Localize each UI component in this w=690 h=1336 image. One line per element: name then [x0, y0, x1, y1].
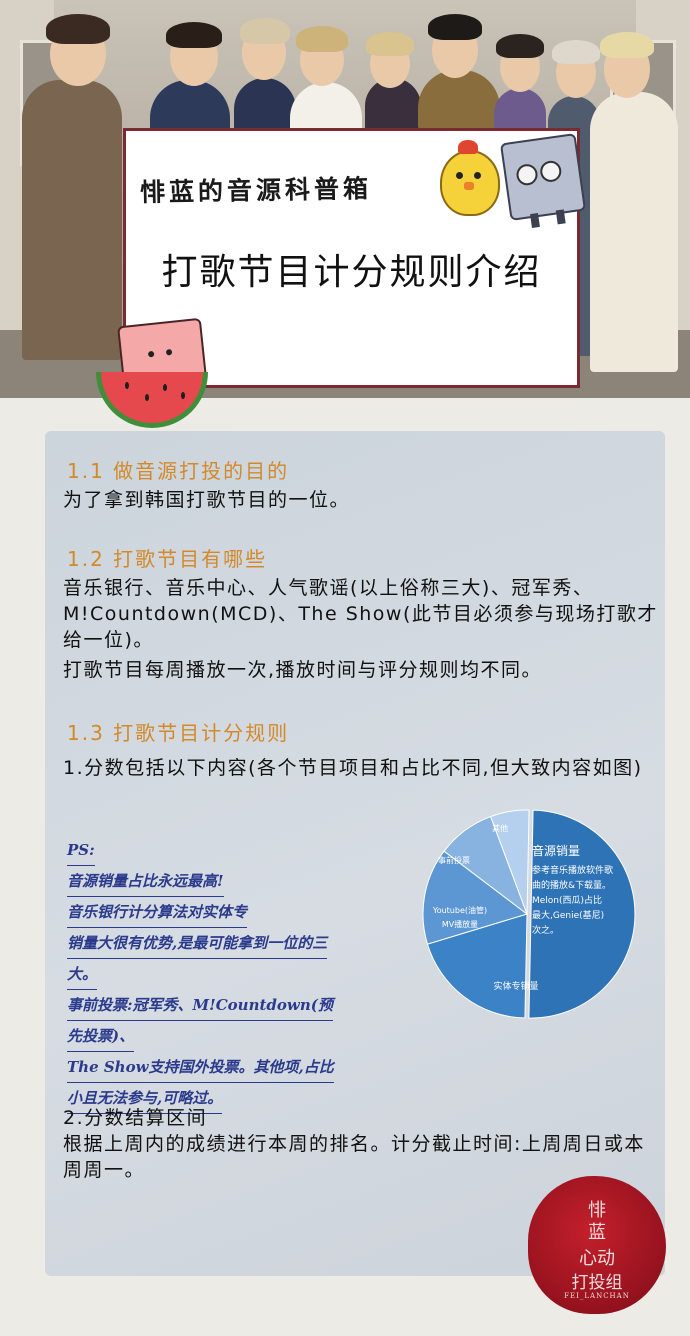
pie-slice	[528, 809, 636, 1019]
person-hair	[552, 40, 600, 64]
seed	[145, 394, 149, 401]
person	[22, 80, 122, 360]
section-paragraph: 1.分数包括以下内容(各个节目项目和占比不同,但大致内容如图)	[63, 757, 643, 779]
cube-robot-sticker-icon	[499, 133, 587, 229]
ps-line: The Show支持国外投票。其他项,占比	[67, 1052, 334, 1083]
watermelon-slice-icon	[96, 372, 208, 428]
pie-label: 事前投票	[438, 855, 470, 865]
score-pie-chart: 音源销量参考音乐播放软件歌 曲的播放&下载量。 Melon(西瓜)占比 最大,Geni…	[416, 803, 638, 1025]
person	[590, 92, 678, 372]
person-hair	[296, 26, 348, 52]
seal-text: 心动	[579, 1248, 615, 1269]
pie-label: 参考音乐播放软件歌	[532, 864, 613, 876]
ps-line: 音源销量占比永远最高!	[67, 866, 224, 897]
ps-line: 事前投票:冠军秀、M!Countdown(预	[67, 990, 333, 1021]
series-title: 悱蓝的音源科普箱	[139, 173, 373, 208]
ps-line: 小且无法参与,可略过。	[67, 1083, 223, 1114]
pie-slice	[490, 809, 530, 915]
pie-slice	[422, 850, 529, 945]
chick-comb	[458, 140, 478, 154]
wax-seal-logo: 悱 蓝 心动 打投组 FEI_LANCHAN	[528, 1176, 666, 1314]
seed	[125, 382, 129, 389]
pie-label: 音源销量	[532, 843, 580, 858]
person-hair	[428, 14, 482, 40]
person-hair	[600, 32, 654, 58]
chick-sticker-icon	[440, 140, 500, 216]
pie-label: 最大,Genie(基尼)	[532, 909, 604, 921]
ps-line: 销量大很有优势,是最可能拿到一位的三	[67, 928, 328, 959]
section-heading: 1.1 做音源打投的目的	[67, 459, 290, 483]
glasses-lens	[515, 162, 539, 187]
person-hair	[46, 14, 110, 44]
seed	[163, 384, 167, 391]
person-hair	[166, 22, 222, 48]
page-title: 打歌节目计分规则介绍	[161, 252, 542, 293]
person-hair	[496, 34, 544, 58]
settlement-text: 根据上周内的成绩进行本周的排名。计分截止时间:上周周日或本周周一。	[63, 1133, 645, 1181]
ps-line: PS:	[67, 835, 95, 866]
section-paragraph: 打歌节目每周播放一次,播放时间与评分规则均不同。	[63, 659, 543, 681]
sticker-eye	[147, 350, 155, 358]
ps-line: 音乐银行计分算法对实体专	[67, 897, 248, 928]
person-hair	[366, 32, 414, 56]
pie-label: Youtube(油管)	[432, 905, 487, 915]
seal-text: 蓝	[588, 1222, 606, 1243]
section-paragraph: 为了拿到韩国打歌节目的一位。	[63, 489, 351, 511]
ps-line: 先投票)、	[67, 1021, 135, 1052]
robot-leg	[530, 213, 540, 229]
glasses-lens	[538, 159, 563, 184]
robot-leg	[555, 209, 566, 225]
chick-eye	[456, 172, 463, 179]
pie-label: 曲的播放&下载量。	[532, 879, 611, 891]
seal-text: 打投组	[571, 1273, 623, 1293]
person-hair	[240, 18, 290, 44]
seal-text: 悱	[588, 1200, 606, 1221]
chick-beak	[464, 182, 474, 190]
pie-slice	[426, 913, 528, 1019]
ps-line: 大。	[67, 959, 98, 990]
pie-label: 其他	[492, 823, 508, 833]
seed	[181, 392, 185, 399]
section-heading: 1.2 打歌节目有哪些	[67, 547, 268, 571]
pie-label: MV播放量	[442, 919, 478, 929]
content-panel: 1.1 做音源打投的目的 为了拿到韩国打歌节目的一位。 1.2 打歌节目有哪些 …	[45, 431, 665, 1276]
section-heading: 1.3 打歌节目计分规则	[67, 721, 290, 745]
seal-text: FEI_LANCHAN	[564, 1292, 630, 1300]
ps-notes: PS: 音源销量占比永远最高! 音乐银行计分算法对实体专 销量大很有优势,是最可…	[67, 835, 427, 1114]
person	[418, 70, 500, 130]
settlement-heading: 2.分数结算区间	[63, 1107, 208, 1129]
pie-label: Melon(西瓜)占比	[532, 894, 602, 906]
pie-label: 次之。	[532, 924, 559, 936]
chick-eye	[474, 172, 481, 179]
pie-label: 实体专销量	[493, 980, 538, 992]
section-paragraph: 音乐银行、音乐中心、人气歌谣(以上俗称三大)、冠军秀、M!Countdown(M…	[63, 577, 658, 651]
sticker-eye	[165, 348, 173, 356]
